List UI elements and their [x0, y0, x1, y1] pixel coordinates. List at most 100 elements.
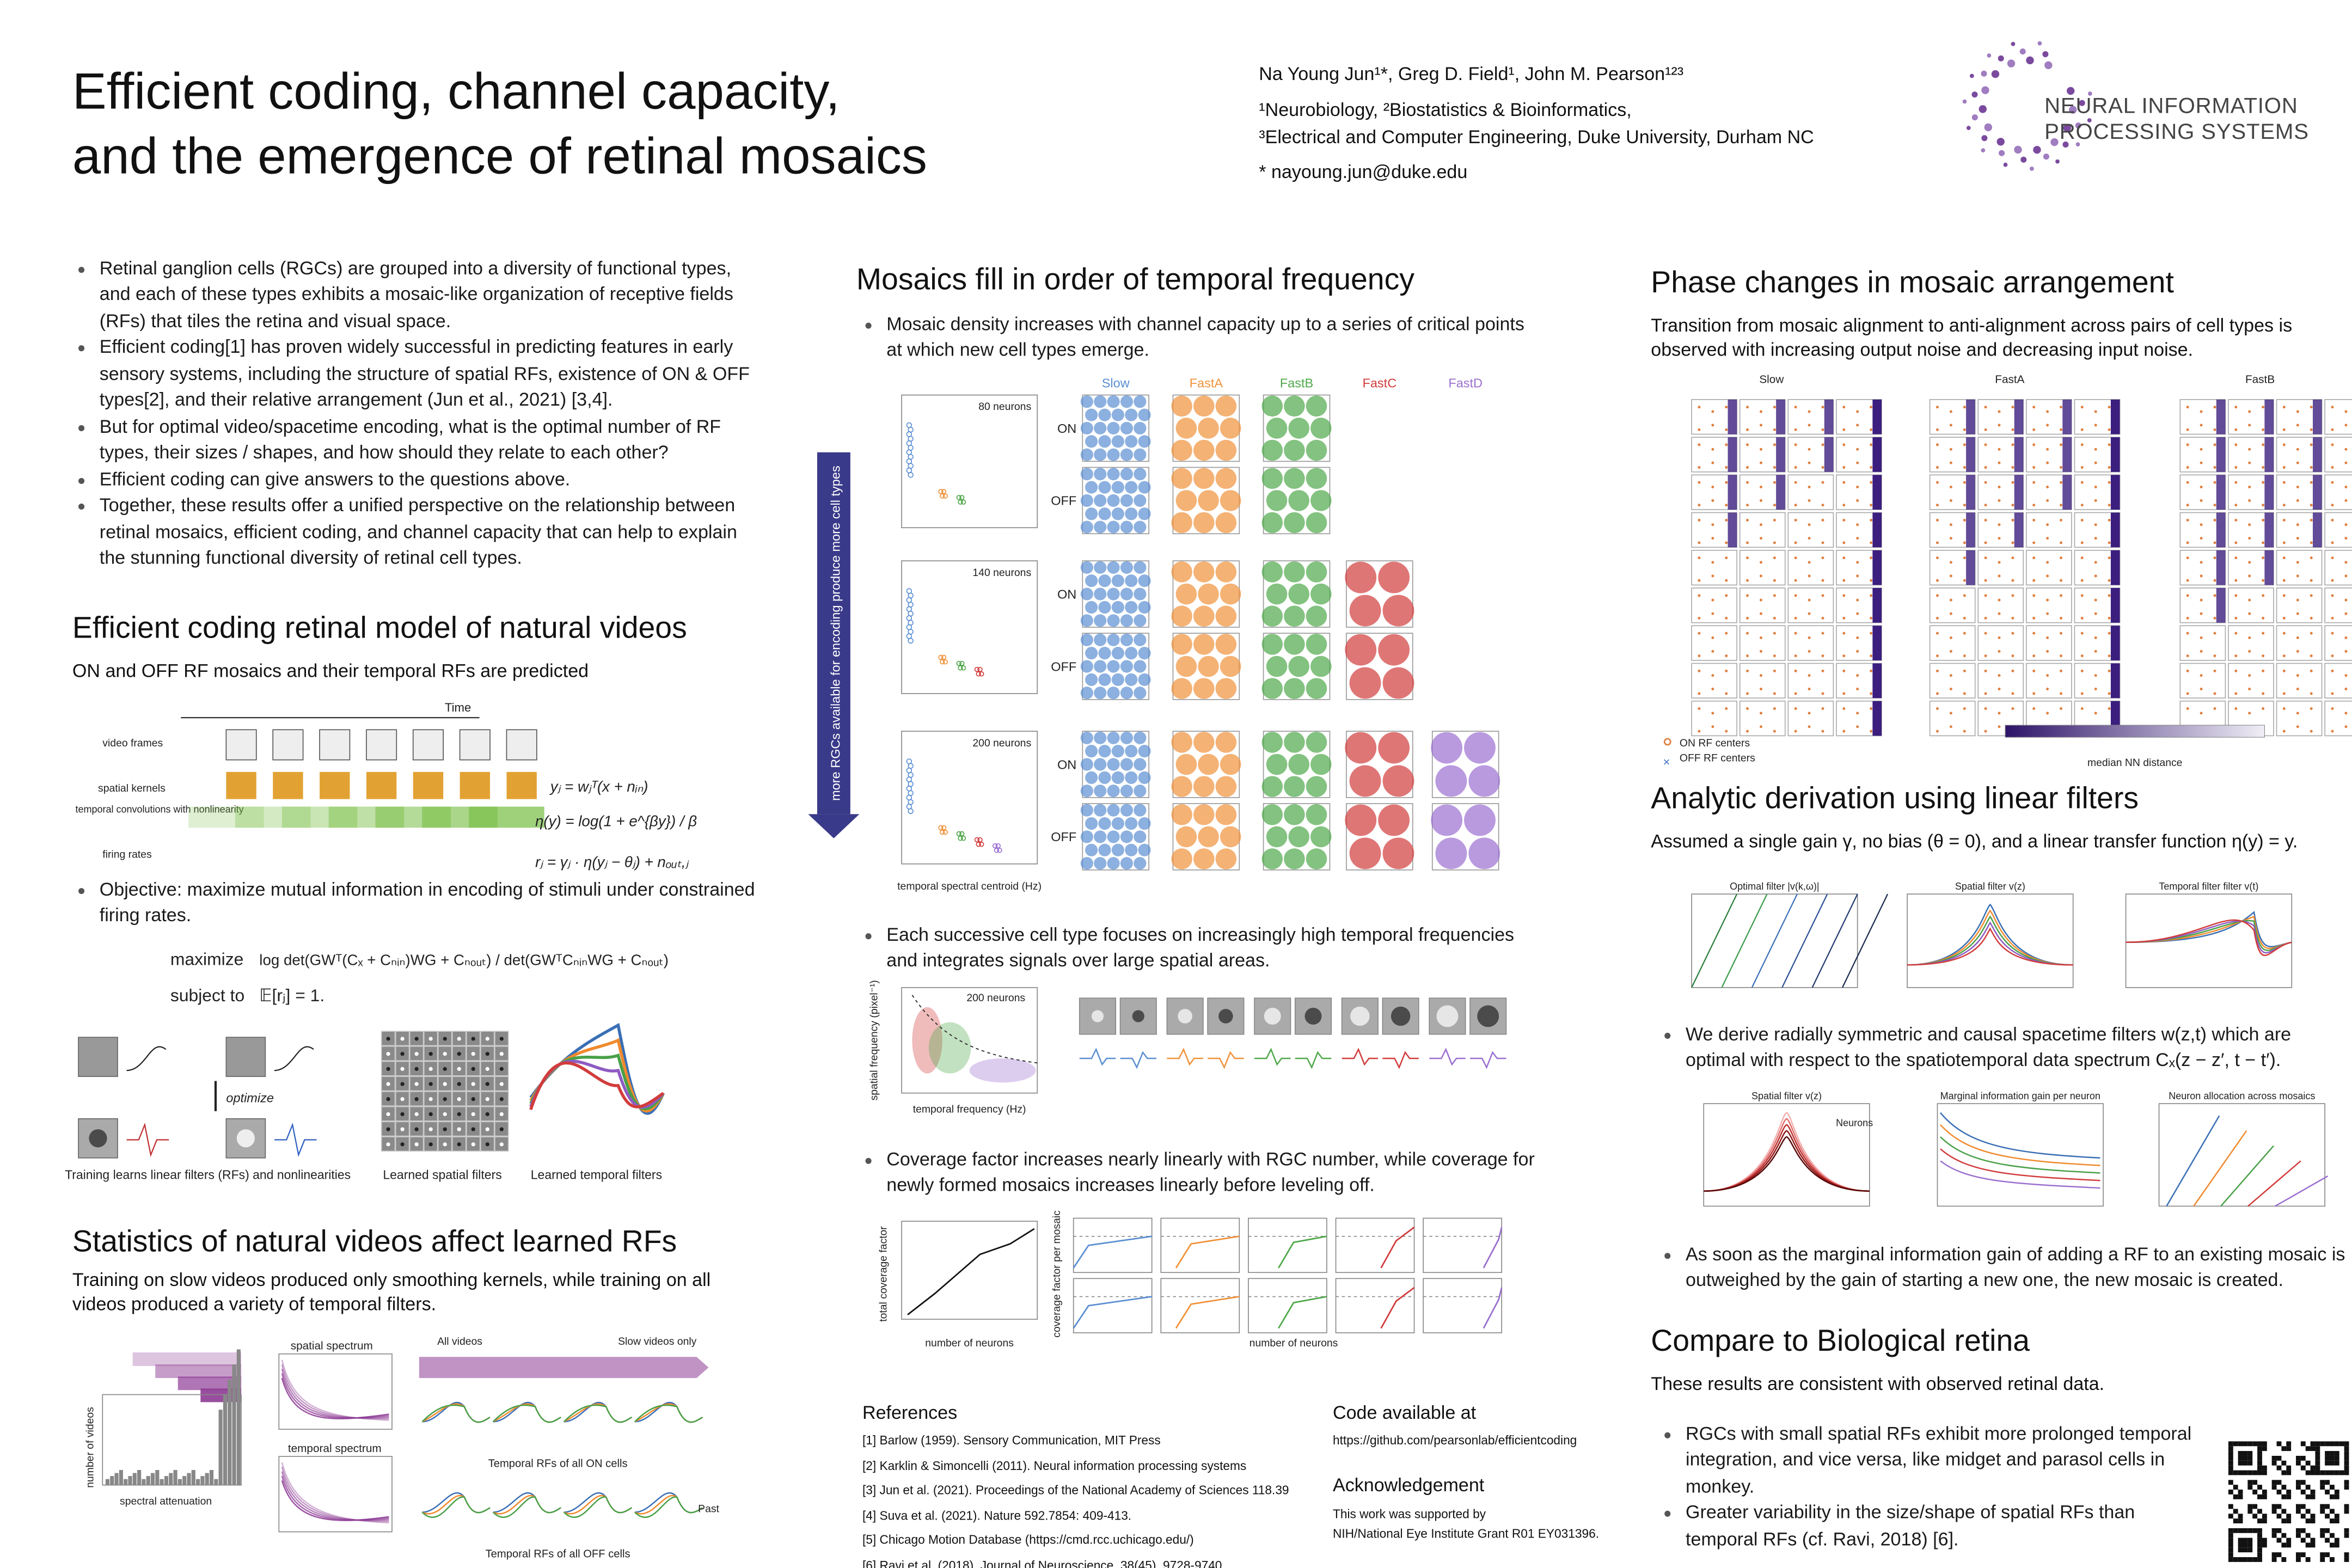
- receptive-field: [1306, 678, 1327, 699]
- rf-center: [1870, 443, 1873, 446]
- qr-cell: [2247, 1460, 2253, 1466]
- rf: [414, 1037, 419, 1041]
- rf-center: [2234, 556, 2238, 560]
- receptive-field: [1138, 507, 1151, 520]
- qr-cell: [2300, 1480, 2306, 1485]
- code-link[interactable]: https://github.com/pearsonlab/efficientc…: [1333, 1434, 1577, 1448]
- qr-cell: [2257, 1455, 2262, 1461]
- receptive-field: [1193, 439, 1215, 461]
- rf-center: [1870, 541, 1873, 544]
- temporal-rf: [1079, 1048, 1116, 1066]
- distance-bar: [2062, 437, 2072, 472]
- temporal-filter: [529, 1061, 665, 1111]
- receptive-field: [1098, 771, 1111, 784]
- section-text: Assumed a single gain γ, no bias (θ = 0)…: [1651, 830, 2298, 852]
- rf-center: [1759, 523, 1762, 526]
- qr-cell: [2276, 1465, 2282, 1471]
- bullet: Greater variability in the size/shape of…: [1686, 1500, 2198, 1553]
- coverage-line: [1380, 1227, 1415, 1269]
- rf-center: [2011, 406, 2014, 409]
- rf-center: [1984, 504, 1987, 507]
- qr-cell: [2276, 1538, 2282, 1543]
- qr-cell: [2300, 1514, 2306, 1519]
- qr-cell: [2243, 1451, 2248, 1456]
- logo-dot: [1987, 53, 1992, 58]
- receptive-field: [1171, 848, 1192, 869]
- scatter-point: [960, 499, 966, 505]
- rf-center: [2046, 712, 2049, 715]
- receptive-field: [1098, 408, 1111, 421]
- qr-cell: [2247, 1485, 2253, 1490]
- rf: [400, 1037, 405, 1041]
- bullet: Coverage factor increases nearly linearl…: [886, 1147, 1535, 1200]
- contour: [1842, 893, 1889, 988]
- rf-center: [2011, 481, 2014, 484]
- qr-cell: [2257, 1538, 2262, 1543]
- rf-center: [2331, 465, 2334, 469]
- rf-center: [1711, 598, 1714, 602]
- rf-center: [1984, 692, 1987, 695]
- figure-label: ON RF centers: [1680, 737, 1750, 749]
- scatter-point: [997, 848, 1002, 853]
- distance-bar: [1872, 550, 1882, 585]
- receptive-field: [1284, 732, 1305, 753]
- temporal-rf: [421, 1404, 491, 1423]
- receptive-field: [1171, 439, 1192, 461]
- qr-cell: [2295, 1455, 2301, 1461]
- qr-cell: [2315, 1451, 2320, 1456]
- qr-cell: [2281, 1470, 2287, 1475]
- qr-cell: [2228, 1533, 2233, 1538]
- figure-label: more RGCs available for encoding produce…: [828, 465, 842, 801]
- rf-center: [2310, 406, 2313, 409]
- hist-bar: [200, 1476, 205, 1485]
- rf-center: [2310, 730, 2313, 733]
- qr-cell: [2286, 1441, 2292, 1447]
- rf: [400, 1067, 405, 1071]
- receptive-field: [1107, 561, 1120, 574]
- qr-cell: [2257, 1451, 2262, 1456]
- receptive-field: [1125, 481, 1138, 494]
- receptive-field: [1120, 758, 1134, 771]
- scatter-point: [994, 848, 1000, 853]
- rf-center: [1963, 692, 1966, 695]
- rf: [443, 1142, 447, 1147]
- scatter-point: [908, 808, 914, 814]
- qr-cell: [2315, 1465, 2320, 1471]
- qr-cell: [2228, 1542, 2233, 1548]
- qr-cell: [2344, 1485, 2349, 1490]
- rf-center: [1856, 688, 1859, 691]
- rf-center: [2310, 428, 2313, 431]
- rf-center: [1984, 541, 1987, 544]
- scatter-point: [941, 654, 947, 660]
- filter-curve: [1940, 1160, 2100, 1189]
- distance-bar: [2264, 512, 2274, 548]
- rf-center: [2234, 669, 2238, 672]
- receptive-field: [1094, 614, 1107, 627]
- receptive-field: [1134, 687, 1147, 700]
- rf-center: [2200, 461, 2203, 464]
- rf-center: [1870, 594, 1873, 597]
- figure-label: 80 neurons: [978, 401, 1031, 413]
- rf-center: [1773, 579, 1776, 582]
- qr-cell: [2330, 1455, 2335, 1461]
- logo-dot: [2050, 138, 2059, 146]
- filter-curve: [1940, 1124, 2100, 1166]
- rf-center: [1856, 461, 1859, 464]
- rf-center: [2282, 443, 2286, 446]
- rf-center: [1998, 674, 2001, 677]
- rf-center: [2310, 579, 2313, 582]
- rf-center: [1794, 428, 1797, 431]
- rf-center: [2310, 541, 2313, 544]
- rf-center: [2234, 692, 2238, 695]
- rf: [443, 1097, 447, 1101]
- receptive-field: [1284, 678, 1305, 699]
- rf-center: [1746, 504, 1749, 507]
- rf-center: [2331, 428, 2334, 431]
- panel: [2026, 549, 2072, 586]
- qr-cell: [2330, 1460, 2335, 1466]
- qr-cell: [2228, 1552, 2233, 1558]
- rf-center: [2186, 518, 2189, 522]
- receptive-field: [1198, 656, 1219, 677]
- qr-cell: [2276, 1480, 2282, 1485]
- rf-center: [1935, 443, 1939, 446]
